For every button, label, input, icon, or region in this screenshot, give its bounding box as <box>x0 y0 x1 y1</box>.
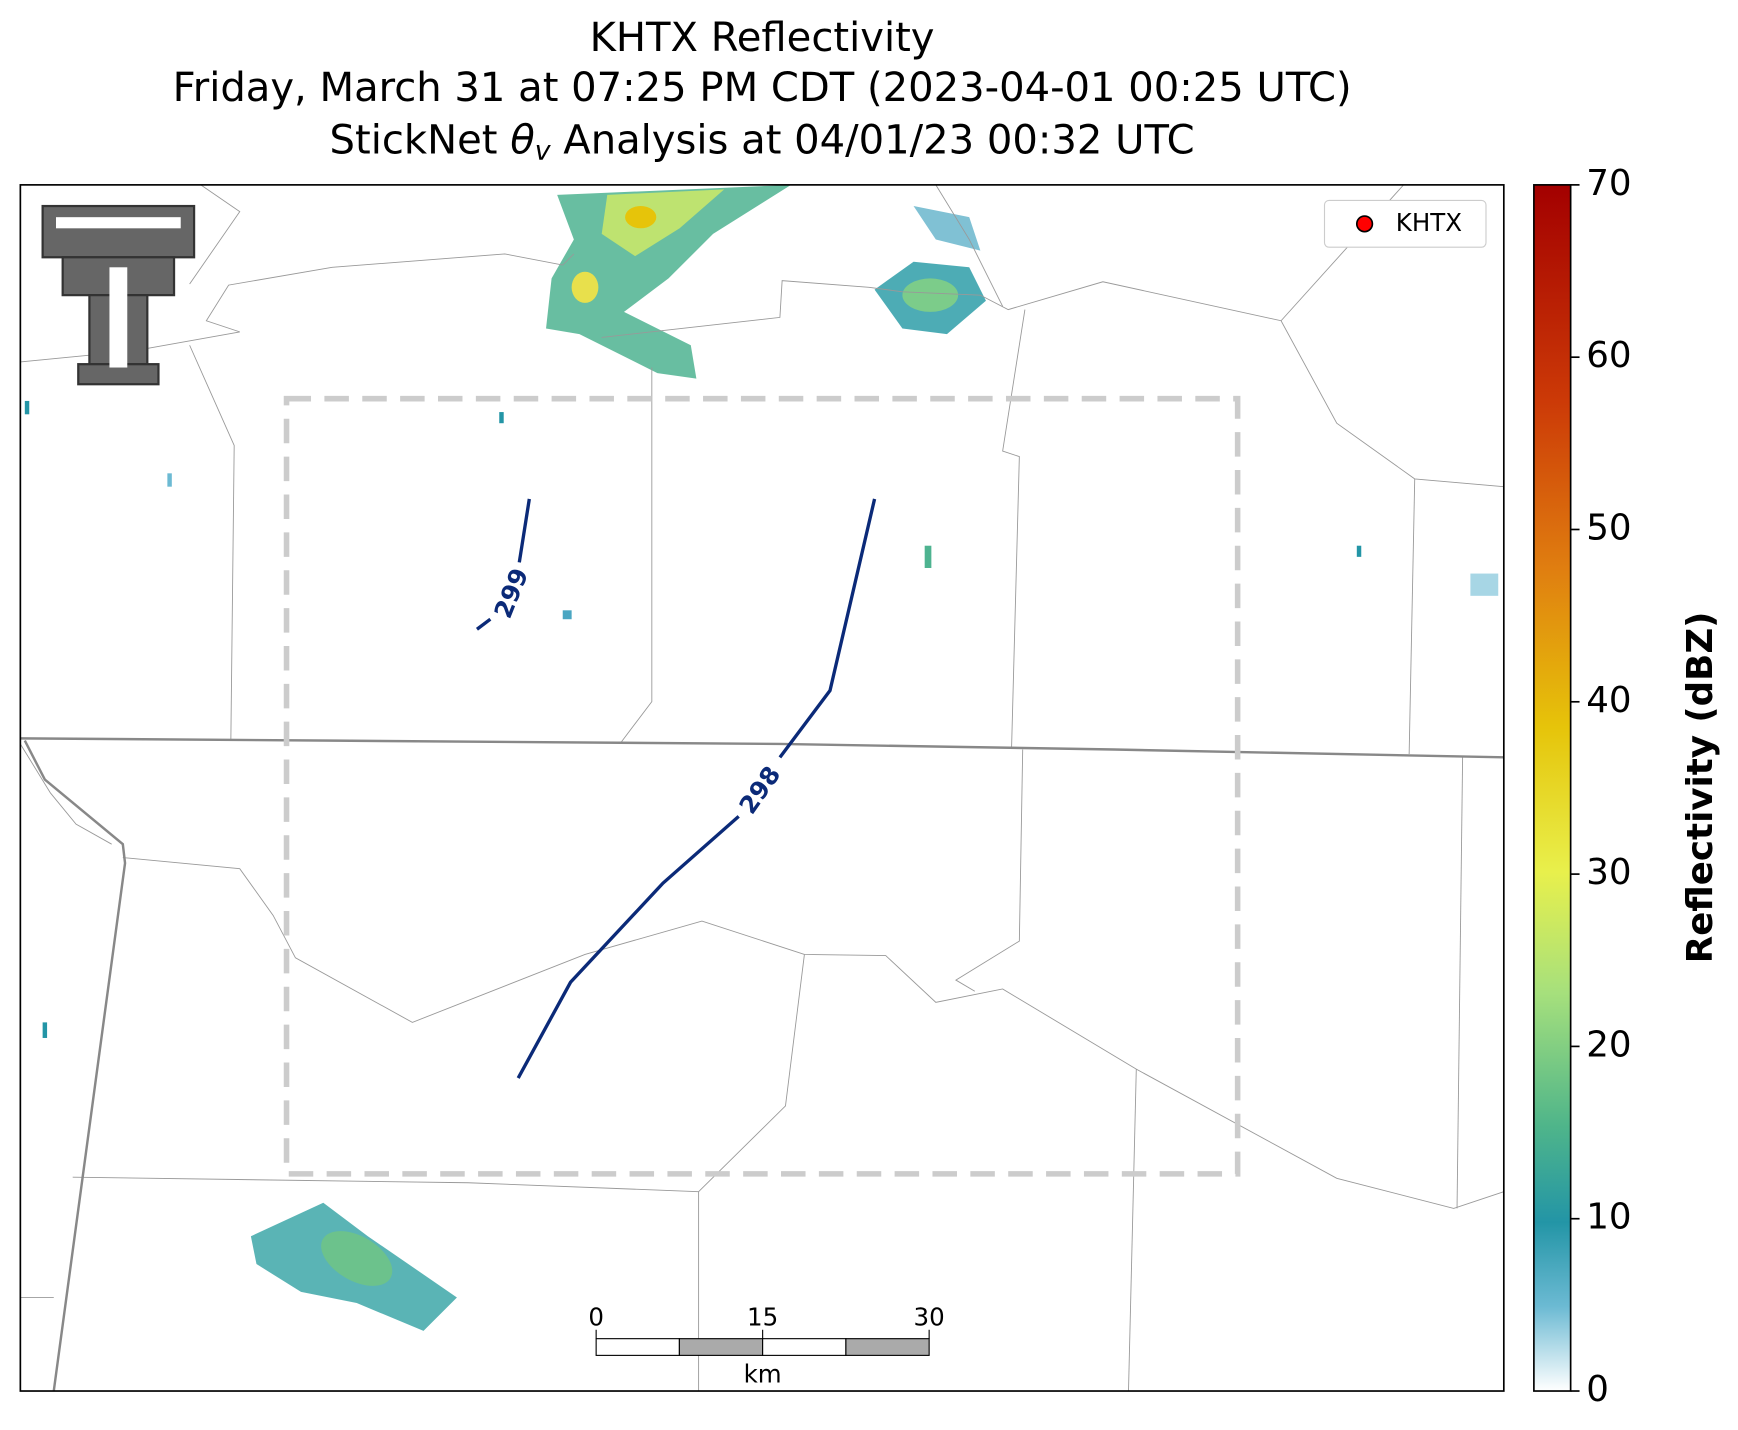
logo <box>41 204 196 386</box>
scale-segment <box>595 1338 680 1356</box>
colorbar-tick-label: 60 <box>1586 335 1631 376</box>
scale-segment <box>762 1338 847 1356</box>
subtitle-subscript: v <box>535 135 552 166</box>
scale-segment <box>678 1338 764 1356</box>
subtitle-symbol: θ <box>510 118 535 164</box>
contour-line <box>475 617 492 631</box>
colorbar-axis: 0 10 20 30 40 50 60 70 <box>1570 163 1632 1410</box>
colorbar-tick-label: 20 <box>1586 1024 1631 1065</box>
scale-unit: km <box>744 1359 782 1388</box>
subtitle-text: Analysis at 04/01/23 00:32 UTC <box>551 118 1195 164</box>
legend-marker <box>1355 215 1374 233</box>
colorbar-tick-label: 70 <box>1586 163 1631 204</box>
colorbar-tick-label: 30 <box>1586 852 1631 893</box>
boundaries <box>20 184 1504 1392</box>
contour-line <box>778 498 877 759</box>
colorbar-tick-label: 0 <box>1586 1369 1609 1410</box>
subtitle-text: StickNet <box>330 118 511 164</box>
colorbar-tick-label: 50 <box>1586 507 1631 548</box>
scale-tick-label: 15 <box>747 1303 778 1332</box>
title: Friday, March 31 at 07:25 PM CDT (2023-0… <box>173 65 1352 111</box>
map-frame <box>19 184 1505 1392</box>
title: KHTX Reflectivity <box>590 15 935 61</box>
analysis-domain <box>283 395 1241 1177</box>
colorbar <box>1533 184 1572 1392</box>
legend: KHTX <box>1323 199 1487 248</box>
legend-label: KHTX <box>1396 208 1462 237</box>
contour-line <box>517 498 531 563</box>
colorbar-label: Reflectivity (dBZ) <box>1680 612 1721 964</box>
scale-segment <box>845 1338 930 1356</box>
scale-bar: 0 15 30 km <box>588 1303 944 1389</box>
contour-line <box>516 815 740 1079</box>
colorbar-tick-label: 40 <box>1586 680 1631 721</box>
colorbar-tick-label: 10 <box>1586 1197 1631 1238</box>
scale-tick-label: 30 <box>914 1303 945 1332</box>
subtitle: StickNet θv Analysis at 04/01/23 00:32 U… <box>330 118 1195 166</box>
radar-echoes <box>24 184 1499 1331</box>
scale-tick-label: 0 <box>588 1303 604 1332</box>
